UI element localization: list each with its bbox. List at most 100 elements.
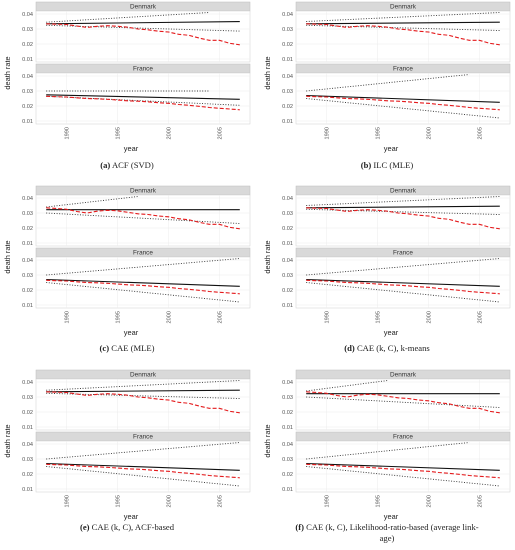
panel-b: Denmark 0.01 0.02 0.03 0.04 France 0.01 0.02 0.0… (262, 1, 512, 180)
fitted-line (46, 278, 240, 287)
y-tick-label: 0.02 (282, 472, 293, 478)
x-tick-label: 1990 (325, 311, 331, 323)
caption-a-label: (a) (100, 160, 111, 170)
x-axis-label: year (384, 328, 399, 337)
caption-f-label: (f) (295, 522, 304, 532)
y-tick-label: 0.01 (22, 241, 33, 247)
panel-e: Denmark 0.01 0.02 0.03 0.04 France 0.01 0.02 0.0… (2, 369, 252, 548)
y-tick-label: 0.01 (22, 303, 33, 309)
caption-c: (c) CAE (MLE) (2, 343, 252, 354)
y-tick-label: 0.01 (282, 57, 293, 63)
fitted-line (306, 21, 500, 25)
facet-strip-label: France (133, 250, 153, 257)
caption-e-label: (e) (79, 522, 90, 532)
caption-c-label: (c) (99, 343, 110, 353)
y-tick-label: 0.03 (22, 395, 33, 401)
x-tick-label: 2000 (166, 311, 172, 323)
upper-interval-line (306, 258, 500, 276)
y-tick-label: 0.04 (282, 380, 293, 386)
observed-line (306, 95, 500, 111)
y-tick-label: 0.03 (282, 273, 293, 279)
x-tick-label: 1995 (376, 127, 382, 139)
x-tick-label: 2005 (477, 311, 483, 323)
y-tick-label: 0.01 (282, 119, 293, 125)
lower-interval-line (46, 392, 240, 399)
upper-interval-line (46, 12, 210, 23)
y-tick-label: 0.03 (22, 89, 33, 95)
x-tick-label: 1990 (65, 311, 71, 323)
facet-strip-label: Denmark (390, 4, 417, 11)
upper-interval-line (46, 442, 240, 460)
y-tick-label: 0.03 (22, 27, 33, 33)
y-tick-label: 0.02 (22, 410, 33, 416)
caption-d: (d) CAE (k, C), k-means (262, 343, 512, 354)
y-tick-label: 0.01 (282, 487, 293, 493)
lower-interval-line (306, 396, 500, 408)
x-axis-label: year (124, 512, 139, 521)
observed-line (306, 463, 500, 479)
x-tick-label: 1990 (325, 495, 331, 507)
facet-panel (35, 10, 251, 63)
x-axis-label: year (384, 144, 399, 153)
chart-b: Denmark 0.01 0.02 0.03 0.04 France 0.01 0.02 0.0… (263, 1, 511, 153)
y-tick-label: 0.03 (22, 211, 33, 217)
lower-interval-line (46, 212, 240, 224)
x-tick-label: 2000 (166, 495, 172, 507)
caption-a: (a) ACF (SVD) (2, 160, 252, 171)
observed-line (46, 95, 240, 111)
facet-strip-label: France (133, 434, 153, 441)
y-tick-label: 0.04 (22, 12, 33, 18)
y-tick-label: 0.04 (22, 196, 33, 202)
y-axis-label: death rate (3, 424, 12, 457)
y-tick-label: 0.03 (282, 27, 293, 33)
x-tick-label: 2000 (166, 127, 172, 139)
caption-e: (e) CAE (k, C), ACF-based (2, 522, 252, 533)
y-tick-label: 0.02 (22, 288, 33, 294)
x-tick-label: 2005 (217, 311, 223, 323)
y-tick-label: 0.01 (282, 425, 293, 431)
y-tick-label: 0.01 (22, 57, 33, 63)
facet-strip-label: Denmark (130, 4, 157, 11)
y-tick-label: 0.04 (282, 258, 293, 264)
lower-interval-line (46, 24, 240, 32)
y-axis-label: death rate (263, 56, 272, 89)
panel-a: Denmark 0.01 0.02 0.03 0.04 France 0.01 0.02 0.0… (2, 1, 252, 180)
x-tick-label: 2005 (217, 495, 223, 507)
panel-d: Denmark 0.01 0.02 0.03 0.04 France 0.01 0.02 0.0… (262, 185, 512, 364)
x-tick-label: 2005 (477, 127, 483, 139)
observed-line (46, 23, 240, 46)
fitted-line (306, 205, 500, 209)
fitted-line (306, 278, 500, 287)
x-tick-label: 2005 (477, 495, 483, 507)
facet-strip-label: France (133, 66, 153, 73)
facet-panel (295, 10, 511, 63)
x-tick-label: 2000 (426, 495, 432, 507)
y-axis-label: death rate (3, 240, 12, 273)
x-axis-label: year (124, 144, 139, 153)
x-tick-label: 1990 (65, 127, 71, 139)
y-tick-label: 0.01 (22, 119, 33, 125)
y-tick-label: 0.04 (282, 196, 293, 202)
x-axis-label: year (124, 328, 139, 337)
caption-b: (b) ILC (MLE) (262, 160, 512, 171)
y-tick-label: 0.02 (282, 42, 293, 48)
upper-interval-line (306, 12, 500, 22)
caption-b-text: ILC (MLE) (373, 160, 414, 170)
facet-panel (295, 378, 511, 431)
facet-strip-label: Denmark (390, 372, 417, 379)
facet-strip-label: France (393, 434, 413, 441)
y-tick-label: 0.02 (22, 42, 33, 48)
facet-panel (35, 194, 251, 247)
lower-interval-line (306, 98, 500, 119)
x-tick-label: 2000 (426, 311, 432, 323)
caption-d-label: (d) (344, 343, 355, 353)
observed-line (46, 279, 240, 295)
observed-line (306, 207, 500, 230)
lower-interval-line (46, 95, 240, 106)
facet-strip-label: Denmark (130, 372, 157, 379)
y-tick-label: 0.01 (22, 487, 33, 493)
x-tick-label: 1995 (116, 311, 122, 323)
y-tick-label: 0.04 (22, 380, 33, 386)
lower-interval-line (306, 282, 500, 303)
upper-interval-line (306, 196, 500, 206)
